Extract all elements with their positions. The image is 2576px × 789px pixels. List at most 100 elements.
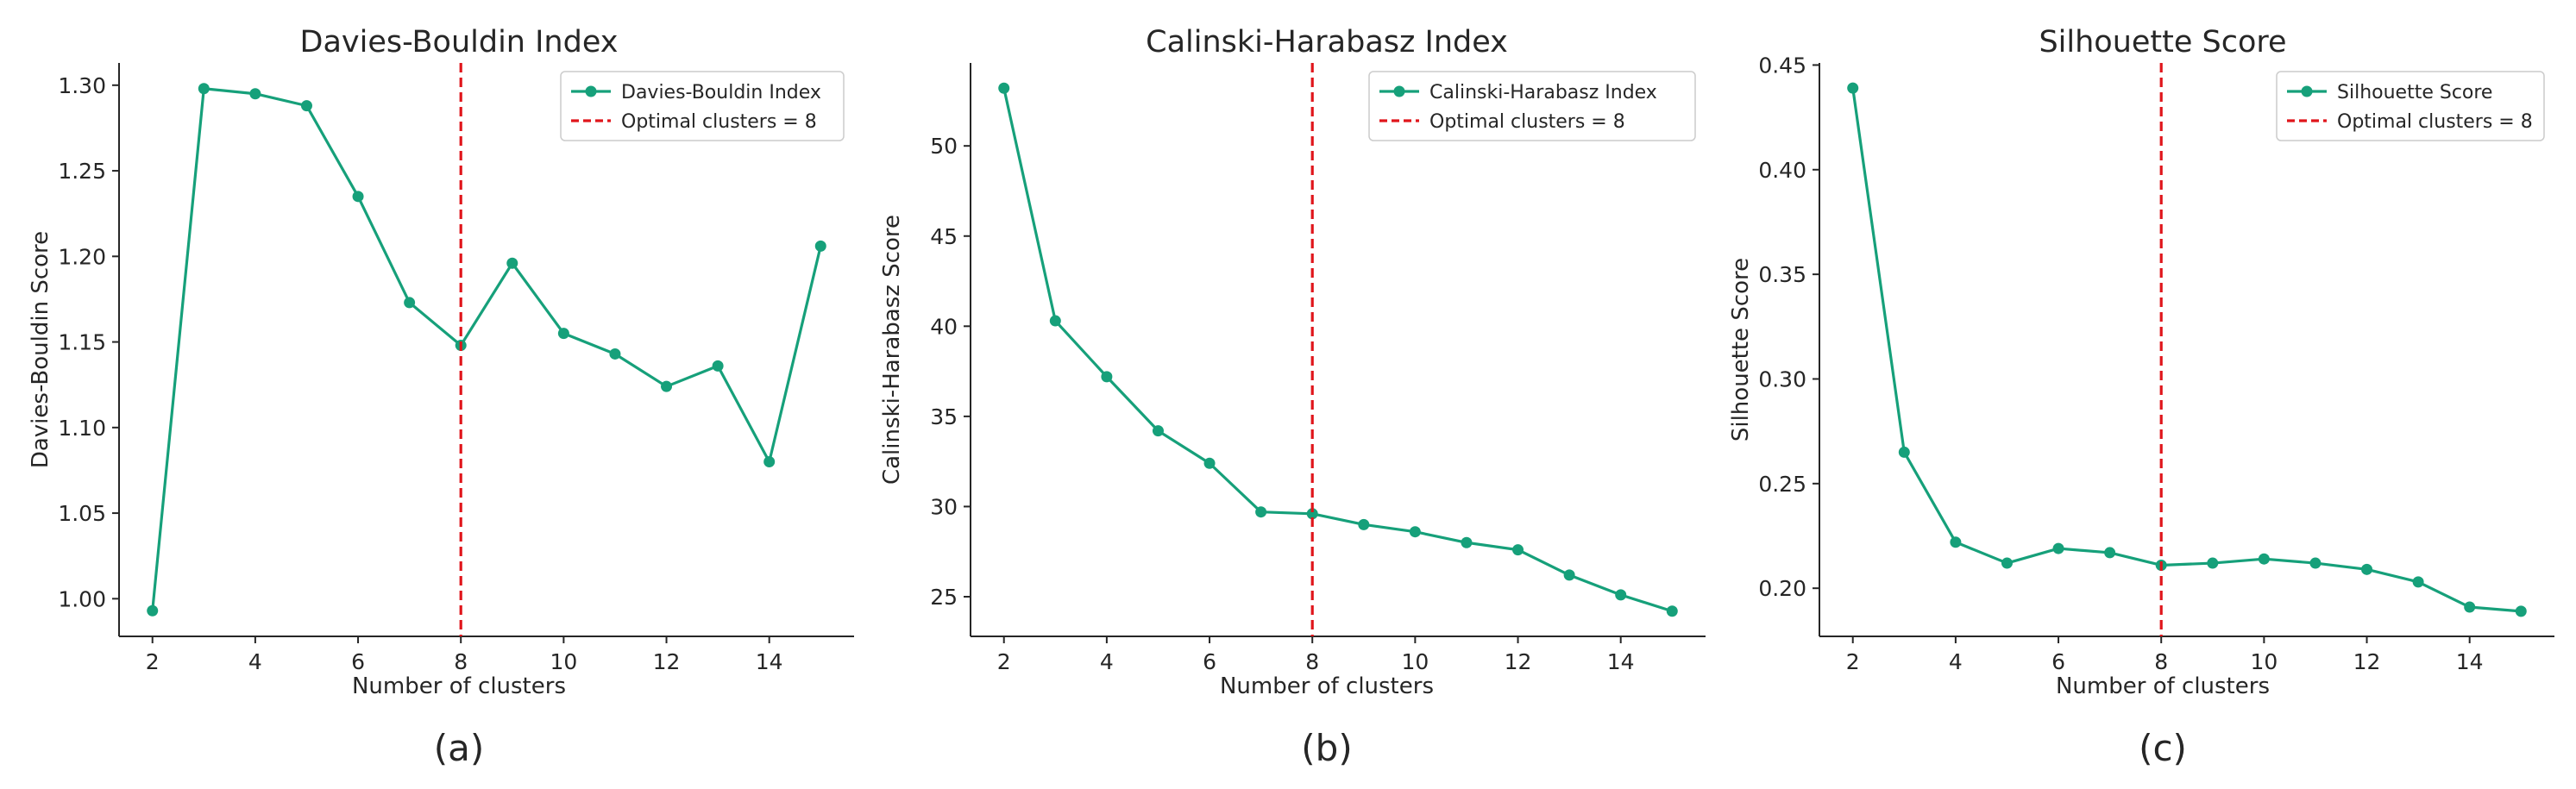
data-point (1203, 457, 1216, 469)
data-point (661, 380, 673, 392)
x-tick-label: 10 (550, 649, 577, 674)
x-tick-label: 10 (2250, 649, 2278, 674)
x-tick-label: 6 (1203, 649, 1216, 674)
data-point (609, 348, 621, 360)
legend-label-optimal: Optimal clusters = 8 (1429, 111, 1625, 133)
x-tick-label: 8 (454, 649, 468, 674)
data-point (1563, 569, 1575, 581)
x-tick-label: 4 (1949, 649, 1963, 674)
legend-point-marker (2301, 85, 2313, 97)
data-point (1615, 589, 1627, 601)
data-point (506, 257, 518, 269)
x-axis-label: Number of clusters (2056, 673, 2270, 699)
legend-box (1368, 71, 1696, 141)
data-point (998, 82, 1010, 94)
legend-label-series: Calinski-Harabasz Index (1429, 82, 1657, 103)
chart-panel-2: 2 4 6 8 10 12 14 25 30 35 40 45 50 Calinski-Harabasz … (879, 25, 1706, 769)
y-tick-label: 1.15 (58, 330, 106, 355)
x-tick-label: 6 (351, 649, 365, 674)
data-point (1512, 544, 1524, 556)
y-tick-label: 45 (930, 224, 958, 249)
data-point (557, 328, 569, 340)
y-axis-label: Calinski-Harabasz Score (879, 215, 905, 485)
y-tick-label: 30 (930, 494, 958, 519)
data-point (198, 83, 210, 95)
data-point (2515, 605, 2527, 617)
legend-point-marker (585, 85, 597, 97)
x-tick-label: 6 (2051, 649, 2065, 674)
y-tick-label: 1.00 (58, 586, 106, 611)
chart-title: Silhouette Score (2039, 25, 2286, 59)
chart-panel-3: 2 4 6 8 10 12 14 0.20 0.25 0.30 0.35 0.40 0.45 Silhou… (1728, 25, 2554, 769)
data-point (1950, 536, 1962, 548)
series-line (1851, 87, 2522, 613)
x-tick-label: 12 (653, 649, 681, 674)
y-tick-label: 0.35 (1758, 262, 1806, 287)
legend: Davies-Bouldin Index Optimal clusters = 8 (560, 71, 845, 141)
data-point (147, 604, 159, 617)
data-point (1306, 508, 1318, 520)
data-point (1409, 526, 1421, 538)
legend: Calinski-Harabasz Index Optimal clusters … (1368, 71, 1696, 141)
x-tick-label: 14 (1607, 649, 1635, 674)
y-tick-label: 35 (930, 404, 958, 429)
data-point (2207, 557, 2219, 569)
series-line (151, 87, 822, 611)
x-tick-label: 14 (756, 649, 783, 674)
x-tick-label: 2 (1846, 649, 1860, 674)
data-point (2052, 542, 2064, 554)
x-tick-label: 4 (1100, 649, 1114, 674)
y-tick-label: 0.20 (1758, 576, 1806, 601)
x-tick-label: 14 (2456, 649, 2484, 674)
panel-caption: (b) (1301, 727, 1352, 769)
data-point (2412, 576, 2424, 588)
y-tick-label: 40 (930, 314, 958, 339)
legend-label-optimal: Optimal clusters = 8 (2337, 111, 2533, 133)
x-tick-label: 8 (2154, 649, 2168, 674)
x-tick-label: 2 (997, 649, 1011, 674)
data-point (763, 456, 776, 468)
y-tick-label: 1.25 (58, 159, 106, 184)
y-tick-label: 0.45 (1758, 53, 1806, 78)
data-point (1461, 536, 1473, 548)
legend-label-series: Silhouette Score (2337, 82, 2492, 103)
legend-label-optimal: Optimal clusters = 8 (621, 111, 817, 133)
y-tick-label: 0.30 (1758, 366, 1806, 391)
y-tick-label: 0.25 (1758, 472, 1806, 497)
chart-panel-1: 2 4 6 8 10 12 14 1.00 1.05 1.10 1.15 1.20 1.25 1.30 Da… (28, 25, 854, 769)
data-point (352, 191, 364, 203)
y-tick-label: 50 (930, 134, 958, 159)
data-point (1101, 371, 1113, 383)
data-point (2309, 557, 2322, 569)
x-tick-label: 8 (1305, 649, 1319, 674)
data-point (2001, 557, 2013, 569)
legend-label-series: Davies-Bouldin Index (621, 82, 821, 103)
chart-title: Calinski-Harabasz Index (1146, 25, 1508, 59)
legend: Silhouette Score Optimal clusters = 8 (2276, 71, 2545, 141)
data-point (404, 297, 416, 309)
x-axis-label: Number of clusters (1220, 673, 1434, 699)
data-point (1049, 315, 1061, 327)
y-axis-label: Silhouette Score (1728, 258, 1754, 441)
data-point (814, 240, 826, 252)
data-point (1152, 425, 1164, 437)
data-point (712, 360, 724, 372)
data-point (2104, 547, 2116, 559)
legend-box (2276, 71, 2545, 141)
y-tick-label: 1.20 (58, 244, 106, 269)
chart-title: Davies-Bouldin Index (300, 25, 619, 59)
y-tick-label: 0.40 (1758, 158, 1806, 183)
data-point (1255, 506, 1267, 518)
data-point (300, 100, 312, 112)
data-point (2464, 601, 2476, 613)
data-point (2258, 553, 2270, 565)
y-tick-label: 1.05 (58, 501, 106, 526)
data-point (1358, 518, 1370, 530)
data-point (249, 88, 261, 100)
x-tick-label: 12 (2353, 649, 2381, 674)
x-tick-label: 10 (1401, 649, 1429, 674)
y-axis-label: Davies-Bouldin Score (28, 231, 53, 468)
y-tick-label: 1.10 (58, 416, 106, 441)
x-axis-label: Number of clusters (352, 673, 566, 699)
